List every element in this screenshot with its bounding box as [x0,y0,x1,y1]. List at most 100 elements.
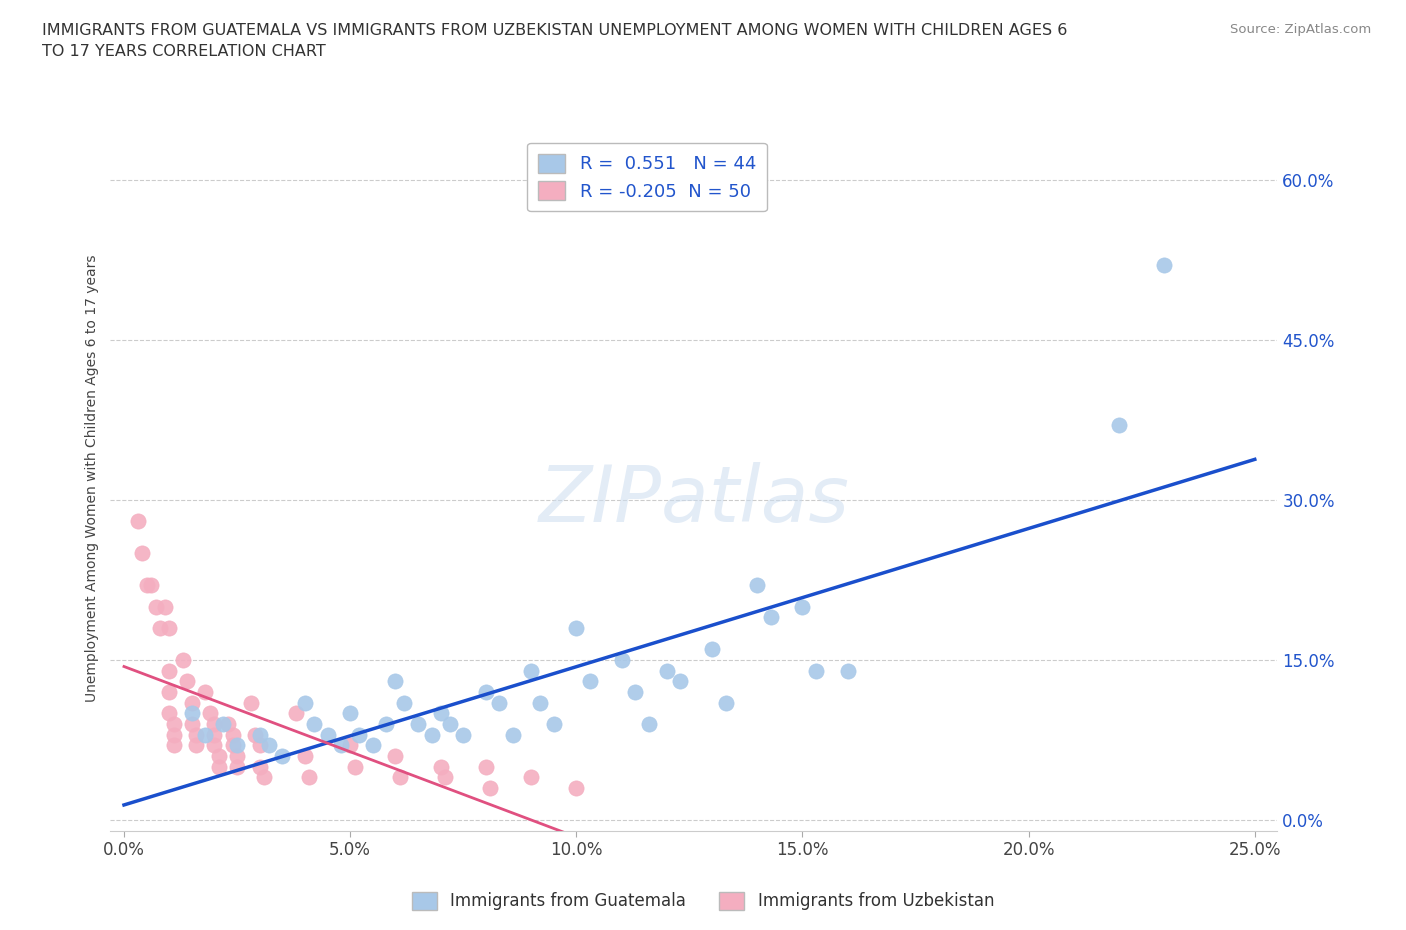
Point [384,674,406,689]
Point [837,663,859,678]
Point [194,727,217,742]
Point [624,684,647,699]
Point [186,727,208,742]
Point [208,749,231,764]
Point [135,578,157,592]
Point [294,696,316,711]
Point [714,696,737,711]
Point [1108,418,1130,432]
Point [221,727,243,742]
Point [249,727,271,742]
Point [157,620,180,635]
Point [204,738,226,753]
Point [302,717,325,732]
Point [153,599,176,614]
Point [139,578,162,592]
Point [579,674,602,689]
Point [565,620,588,635]
Point [610,653,633,668]
Point [226,759,249,774]
Point [406,717,429,732]
Point [502,727,524,742]
Point [257,738,280,753]
Point [127,514,149,529]
Point [198,706,221,721]
Point [239,696,262,711]
Point [157,706,180,721]
Point [655,663,678,678]
Point [226,738,249,753]
Point [316,727,339,742]
Text: IMMIGRANTS FROM GUATEMALA VS IMMIGRANTS FROM UZBEKISTAN UNEMPLOYMENT AMONG WOMEN: IMMIGRANTS FROM GUATEMALA VS IMMIGRANTS … [42,23,1067,60]
Point [804,663,827,678]
Point [339,706,361,721]
Point [243,727,266,742]
Point [429,706,451,721]
Point [361,738,384,753]
Point [700,642,723,657]
Point [1153,258,1175,272]
Point [204,727,226,742]
Point [180,717,202,732]
Point [439,717,461,732]
Point [249,738,271,753]
Point [226,749,249,764]
Point [488,696,510,711]
Point [375,717,398,732]
Point [298,770,321,785]
Point [149,620,172,635]
Point [163,717,186,732]
Point [388,770,411,785]
Point [176,674,198,689]
Point [172,653,194,668]
Point [208,759,231,774]
Point [747,578,769,592]
Point [384,749,406,764]
Point [194,684,217,699]
Point [347,727,370,742]
Point [221,738,243,753]
Text: Source: ZipAtlas.com: Source: ZipAtlas.com [1230,23,1371,36]
Point [637,717,659,732]
Point [284,706,307,721]
Point [451,727,474,742]
Point [186,738,208,753]
Y-axis label: Unemployment Among Women with Children Ages 6 to 17 years: Unemployment Among Women with Children A… [86,255,100,702]
Point [434,770,457,785]
Point [180,706,202,721]
Text: ZIPatlas: ZIPatlas [538,462,849,538]
Point [759,610,782,625]
Point [565,780,588,795]
Point [394,696,416,711]
Legend: Immigrants from Guatemala, Immigrants from Uzbekistan: Immigrants from Guatemala, Immigrants fr… [405,885,1001,917]
Point [529,696,551,711]
Point [249,759,271,774]
Point [294,749,316,764]
Point [520,770,543,785]
Legend: R =  0.551   N = 44, R = -0.205  N = 50: R = 0.551 N = 44, R = -0.205 N = 50 [527,142,768,211]
Point [157,684,180,699]
Point [271,749,294,764]
Point [429,759,451,774]
Point [330,738,353,753]
Point [253,770,276,785]
Point [339,738,361,753]
Point [520,663,543,678]
Point [163,738,186,753]
Point [180,696,202,711]
Point [131,546,153,561]
Point [212,717,235,732]
Point [145,599,167,614]
Point [420,727,443,742]
Point [479,780,502,795]
Point [669,674,692,689]
Point [157,663,180,678]
Point [343,759,366,774]
Point [475,684,498,699]
Point [792,599,814,614]
Point [204,717,226,732]
Point [475,759,498,774]
Point [163,727,186,742]
Point [543,717,565,732]
Point [217,717,239,732]
